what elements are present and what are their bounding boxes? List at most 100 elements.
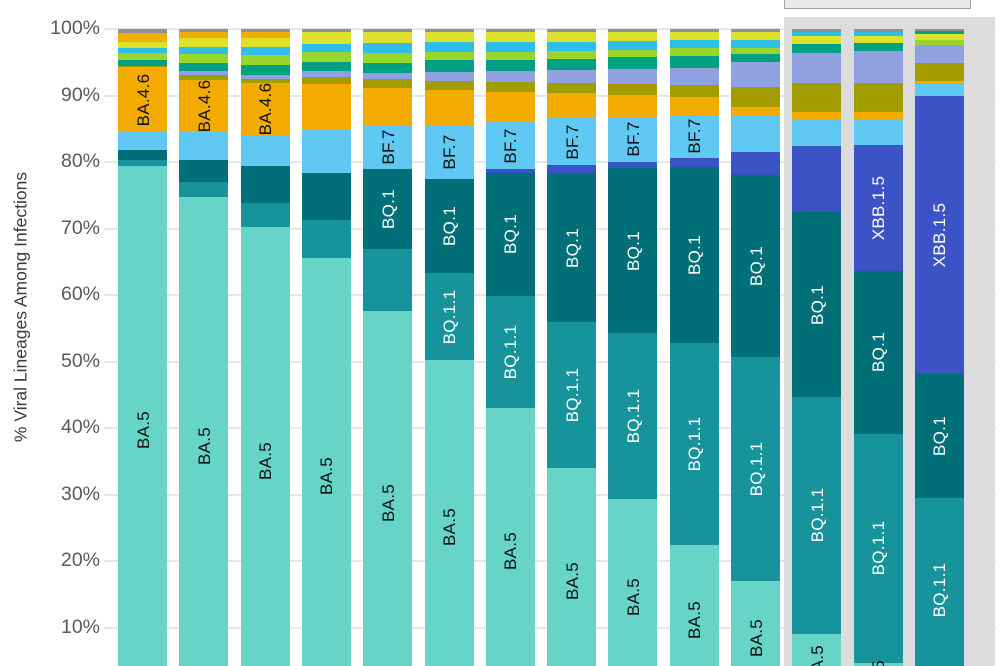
bar-5-segment-BF.7[interactable]: [363, 125, 413, 170]
bar-2-segment-periwinkle[interactable]: [179, 70, 229, 75]
bar-12-segment-BQ.1.1[interactable]: [792, 397, 842, 634]
bar-9-segment-teal_green[interactable]: [608, 56, 658, 69]
bar-14-segment-BF.7[interactable]: [914, 84, 964, 96]
bar-5-segment-teal_green[interactable]: [363, 62, 413, 73]
bar-3-segment-teal_green[interactable]: [240, 64, 290, 75]
bar-4-segment-BF.7[interactable]: [301, 129, 351, 173]
bar-10-segment-BF.7[interactable]: [669, 114, 719, 159]
bar-7-segment-green_lime[interactable]: [485, 51, 535, 60]
bar-12-segment-BQ.1[interactable]: [792, 212, 842, 397]
bar-1-segment-green_lime[interactable]: [118, 52, 167, 61]
bar-8-segment-BF.7[interactable]: [547, 118, 597, 166]
bar-9-segment-periwinkle[interactable]: [608, 68, 658, 85]
bar-14-segment-olive[interactable]: [914, 62, 964, 81]
bar-6-segment-BQ.1.1[interactable]: [424, 273, 474, 361]
bar-10-segment-cyan[interactable]: [669, 40, 719, 49]
bar-1-segment-teal_green[interactable]: [118, 60, 167, 66]
bar-7-segment-cyan[interactable]: [485, 41, 535, 52]
bar-8-segment-teal_green[interactable]: [547, 58, 597, 71]
bar-13-segment-BQ.1[interactable]: [853, 270, 903, 434]
bar-3-segment-olive[interactable]: [240, 78, 290, 83]
bar-2-segment-teal_green[interactable]: [179, 62, 229, 71]
bar-2-segment-gray[interactable]: [179, 29, 229, 33]
bar-5-segment-periwinkle[interactable]: [363, 72, 413, 79]
bar-7-segment-BQ.1[interactable]: [485, 172, 535, 296]
bar-14-segment-gray[interactable]: [914, 29, 964, 31]
bar-3-segment-BF.7[interactable]: [240, 134, 290, 167]
bar-1-segment-BQ.1.1[interactable]: [118, 160, 167, 167]
bar-10-segment-BQ.1.1[interactable]: [669, 343, 719, 546]
bar-10-segment-gray[interactable]: [669, 29, 719, 33]
bar-6-segment-olive[interactable]: [424, 80, 474, 91]
bar-10-segment-yellow_lime[interactable]: [669, 32, 719, 41]
bar-12-segment-teal_green[interactable]: [792, 44, 842, 53]
bar-3-segment-green_lime[interactable]: [240, 54, 290, 65]
bar-8-segment-yellow_lime[interactable]: [547, 32, 597, 42]
bar-2-segment-yellow_lime[interactable]: [179, 38, 229, 47]
bar-8-segment-periwinkle[interactable]: [547, 70, 597, 83]
bar-11-segment-olive[interactable]: [731, 86, 780, 107]
bar-3-segment-BQ.1[interactable]: [240, 166, 290, 204]
bar-4-segment-BQ.1[interactable]: [301, 172, 351, 220]
bar-3-segment-BQ.1.1[interactable]: [240, 203, 290, 227]
bar-10-segment-periwinkle[interactable]: [669, 67, 719, 85]
bar-6-segment-BF.7[interactable]: [424, 125, 474, 180]
bar-2-segment-olive[interactable]: [179, 74, 229, 81]
bar-10-segment-XBB.1.5[interactable]: [669, 158, 719, 168]
bar-13-segment-BQ.1.1[interactable]: [853, 433, 903, 664]
bar-5-segment-yellow_lime[interactable]: [363, 32, 413, 43]
bar-8-segment-BQ.1.1[interactable]: [547, 322, 597, 468]
bar-2-segment-gold[interactable]: [179, 32, 229, 39]
bar-11-segment-BQ.1[interactable]: [731, 175, 780, 358]
bar-2-segment-BA.4.6[interactable]: [179, 80, 229, 133]
bar-7-segment-BQ.1.1[interactable]: [485, 295, 535, 408]
bar-3-segment-yellow_lime[interactable]: [240, 37, 290, 47]
bar-2-segment-green_lime[interactable]: [179, 54, 229, 63]
bar-9-segment-BQ.1[interactable]: [608, 168, 658, 334]
bar-13-segment-periwinkle[interactable]: [853, 50, 903, 83]
bar-10-segment-olive[interactable]: [669, 84, 719, 97]
bar-10-segment-teal_green[interactable]: [669, 55, 719, 68]
bar-12-segment-BA.5[interactable]: [792, 633, 842, 666]
bar-7-segment-gray[interactable]: [485, 29, 535, 33]
bar-4-segment-BA.5[interactable]: [301, 257, 351, 666]
bar-5-segment-green_lime[interactable]: [363, 52, 413, 63]
bar-2-segment-BA.5[interactable]: [179, 197, 229, 666]
bar-12-segment-BF.7[interactable]: [792, 120, 842, 147]
bar-6-segment-BA.5[interactable]: [424, 360, 474, 666]
bar-1-segment-cyan[interactable]: [118, 48, 167, 53]
bar-4-segment-cyan[interactable]: [301, 43, 351, 52]
bar-1-segment-BQ.1[interactable]: [118, 150, 167, 161]
bar-12-segment-olive[interactable]: [792, 82, 842, 113]
bar-8-segment-olive[interactable]: [547, 82, 597, 93]
bar-8-segment-BQ.1[interactable]: [547, 172, 597, 323]
bar-7-segment-teal_green[interactable]: [485, 59, 535, 71]
bar-11-segment-green_lime[interactable]: [731, 47, 780, 55]
bar-6-segment-periwinkle[interactable]: [424, 72, 474, 81]
bar-5-segment-gray[interactable]: [363, 29, 413, 33]
bar-6-segment-BA.4.6[interactable]: [424, 90, 474, 126]
bar-13-segment-olive[interactable]: [853, 82, 903, 113]
bar-11-segment-XBB.1.5[interactable]: [731, 152, 780, 176]
bar-13-segment-gray[interactable]: [853, 29, 903, 32]
bar-14-segment-XBB.1.5[interactable]: [914, 95, 964, 374]
bar-2-segment-BQ.1[interactable]: [179, 160, 229, 183]
bar-11-segment-yellow_lime[interactable]: [731, 32, 780, 40]
bar-3-segment-BA.5[interactable]: [240, 226, 290, 666]
bar-11-segment-BQ.1.1[interactable]: [731, 357, 780, 582]
bar-1-segment-gray[interactable]: [118, 29, 167, 33]
bar-7-segment-olive[interactable]: [485, 81, 535, 93]
bar-7-segment-BA.4.6[interactable]: [485, 92, 535, 123]
bar-5-segment-cyan[interactable]: [363, 42, 413, 53]
bar-9-segment-yellow_lime[interactable]: [608, 32, 658, 41]
bar-13-segment-cyan[interactable]: [853, 31, 903, 36]
bar-5-segment-BA.4.6[interactable]: [363, 88, 413, 126]
bar-10-segment-BA.4.6[interactable]: [669, 96, 719, 115]
bar-13-segment-BF.7[interactable]: [853, 119, 903, 146]
bar-1-segment-yellow_lime[interactable]: [118, 41, 167, 49]
bar-4-segment-teal_green[interactable]: [301, 62, 351, 71]
bar-14-segment-periwinkle[interactable]: [914, 44, 964, 63]
bar-11-segment-BA.5[interactable]: [731, 581, 780, 666]
bar-9-segment-gray[interactable]: [608, 29, 658, 33]
bar-9-segment-olive[interactable]: [608, 84, 658, 95]
